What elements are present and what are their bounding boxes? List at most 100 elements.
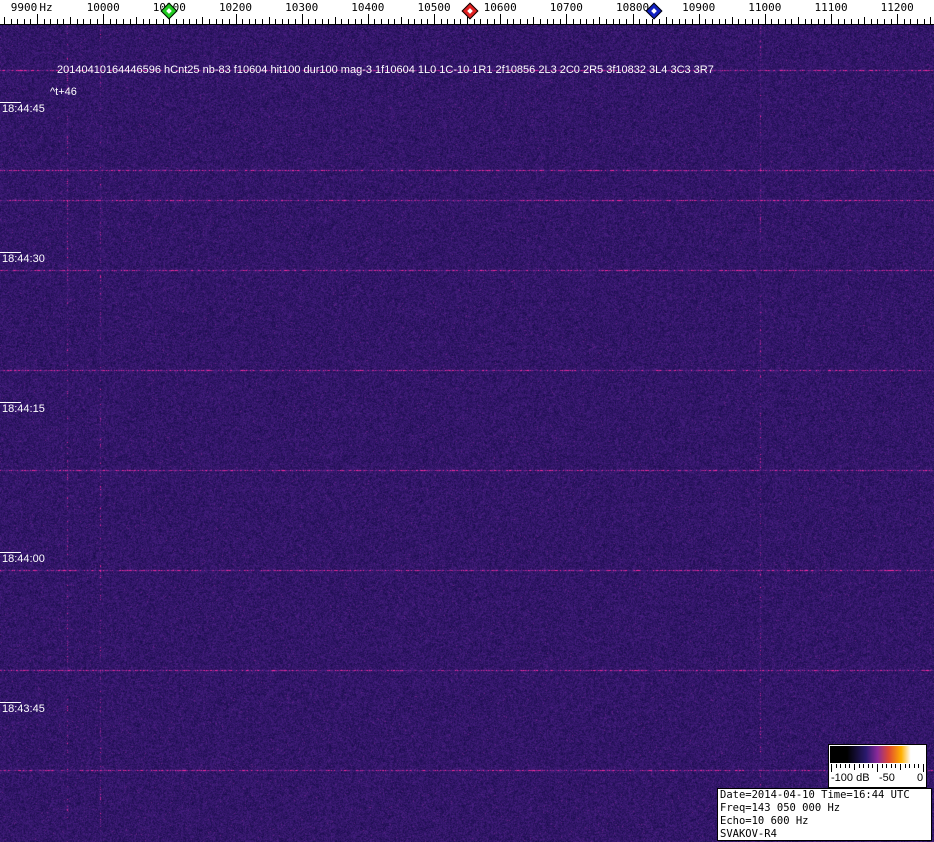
minor-tick xyxy=(189,19,190,24)
minor-tick xyxy=(712,19,713,24)
colorbar-tick xyxy=(854,764,855,770)
minor-tick xyxy=(57,19,58,24)
minor-tick xyxy=(805,19,806,24)
minor-tick xyxy=(427,19,428,24)
minor-tick xyxy=(183,19,184,24)
minor-tick xyxy=(619,19,620,24)
minor-tick xyxy=(361,19,362,24)
minor-tick xyxy=(4,17,5,24)
minor-tick xyxy=(745,19,746,24)
frequency-marker[interactable] xyxy=(461,2,479,20)
minor-tick xyxy=(540,19,541,24)
minor-tick xyxy=(891,19,892,24)
minor-tick xyxy=(374,19,375,24)
minor-tick xyxy=(262,19,263,24)
minor-tick xyxy=(884,19,885,24)
minor-tick xyxy=(216,19,217,24)
minor-tick xyxy=(573,19,574,24)
minor-tick xyxy=(580,19,581,24)
minor-tick xyxy=(685,19,686,24)
minor-tick xyxy=(871,19,872,24)
minor-tick xyxy=(447,19,448,24)
minor-tick xyxy=(513,19,514,24)
minor-tick xyxy=(242,19,243,24)
minor-tick xyxy=(467,17,468,24)
info-box: Date=2014-04-10 Time=16:44 UTC Freq=143 … xyxy=(717,788,932,841)
time-label: 18:44:15 xyxy=(2,403,45,415)
colorbar-tick xyxy=(835,764,837,768)
minor-tick xyxy=(97,19,98,24)
minor-tick xyxy=(355,19,356,24)
minor-tick xyxy=(348,19,349,24)
minor-tick xyxy=(778,19,779,24)
minor-tick xyxy=(533,17,534,24)
minor-tick xyxy=(679,19,680,24)
x-tick-label: 10400 xyxy=(351,1,385,14)
colorbar-tick xyxy=(913,764,915,768)
minor-tick xyxy=(149,19,150,24)
minor-tick xyxy=(811,19,812,24)
major-tick xyxy=(500,14,501,24)
colorbar-tick xyxy=(877,764,878,772)
colorbar-tick xyxy=(863,764,865,768)
minor-tick xyxy=(547,19,548,24)
minor-tick xyxy=(626,19,627,24)
minor-tick xyxy=(738,19,739,24)
minor-tick xyxy=(877,19,878,24)
minor-tick xyxy=(136,17,137,24)
minor-tick xyxy=(341,19,342,24)
minor-tick xyxy=(732,17,733,24)
minor-tick xyxy=(606,19,607,24)
major-tick xyxy=(765,14,766,24)
time-label: 18:44:00 xyxy=(2,553,45,565)
minor-tick xyxy=(288,19,289,24)
minor-tick xyxy=(910,19,911,24)
major-tick xyxy=(831,14,832,24)
minor-tick xyxy=(930,17,931,24)
x-tick-label: 10700 xyxy=(549,1,583,14)
minor-tick xyxy=(639,19,640,24)
minor-tick xyxy=(758,19,759,24)
info-station: SVAKOV-R4 xyxy=(720,828,777,840)
minor-tick xyxy=(474,19,475,24)
colorbar-label-min: -100 dB xyxy=(831,772,870,784)
minor-tick xyxy=(401,17,402,24)
minor-tick xyxy=(202,17,203,24)
time-label: 18:44:45 xyxy=(2,103,45,115)
x-tick-label: 11100 xyxy=(814,1,848,14)
minor-tick xyxy=(63,19,64,24)
minor-tick xyxy=(553,19,554,24)
colorbar-tick xyxy=(872,764,874,768)
minor-tick xyxy=(388,19,389,24)
minor-tick xyxy=(315,19,316,24)
x-tick-label: 10900 xyxy=(682,1,716,14)
time-tick xyxy=(0,252,21,253)
colorbar-tick xyxy=(900,764,901,770)
minor-tick xyxy=(917,19,918,24)
major-tick xyxy=(236,14,237,24)
minor-tick xyxy=(335,17,336,24)
minor-tick xyxy=(17,19,18,24)
x-tick-label: 11000 xyxy=(748,1,782,14)
minor-tick xyxy=(858,19,859,24)
minor-tick xyxy=(520,19,521,24)
minor-tick xyxy=(752,19,753,24)
frequency-axis: Hz 9900100001010010200103001040010500106… xyxy=(0,0,934,25)
minor-tick xyxy=(209,19,210,24)
minor-tick xyxy=(824,19,825,24)
minor-tick xyxy=(282,19,283,24)
minor-tick xyxy=(441,19,442,24)
minor-tick xyxy=(652,19,653,24)
minor-tick xyxy=(421,19,422,24)
major-tick xyxy=(633,14,634,24)
x-tick-label: 10800 xyxy=(615,1,650,14)
info-date-time: Date=2014-04-10 Time=16:44 UTC xyxy=(720,789,910,801)
minor-tick xyxy=(785,19,786,24)
waterfall-heatmap xyxy=(0,25,934,842)
minor-tick xyxy=(381,19,382,24)
minor-tick xyxy=(844,19,845,24)
minor-tick xyxy=(30,19,31,24)
minor-tick xyxy=(659,19,660,24)
colorbar: -100 dB -50 0 xyxy=(828,744,927,788)
colorbar-tick xyxy=(867,764,869,768)
